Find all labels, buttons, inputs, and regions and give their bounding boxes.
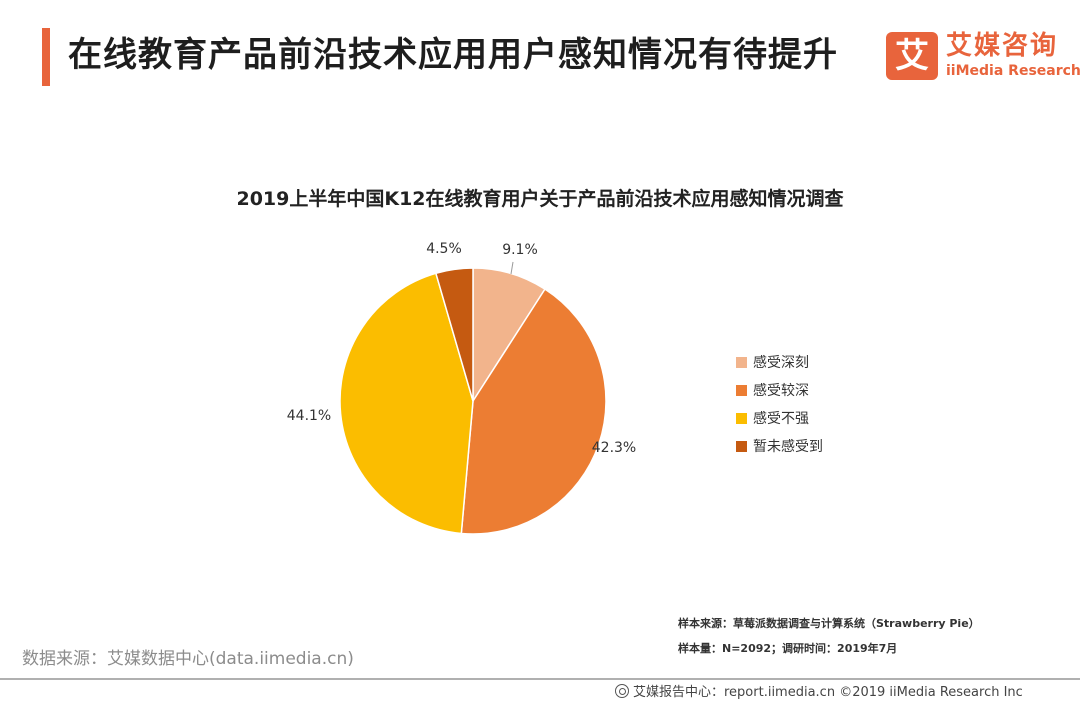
legend-label: 感受较深 — [753, 383, 809, 399]
pie-slice — [339, 272, 474, 535]
chart-title: 2019上半年中国K12在线教育用户关于产品前沿技术应用感知情况调查 — [236, 188, 844, 210]
logo-mark: 艾 — [886, 32, 938, 80]
pie-data-label: 44.1% — [287, 408, 331, 424]
pie-slice — [434, 267, 474, 402]
legend-label: 感受深刻 — [753, 355, 809, 371]
legend-swatch — [736, 440, 747, 452]
legend-item: 感受较深 — [736, 376, 823, 404]
sample-size-note: 样本量：N=2092；调研时间：2019年7月 — [678, 642, 898, 655]
legend-item: 感受不强 — [736, 404, 823, 432]
pie-data-label: 4.5% — [426, 241, 462, 257]
legend-item: 感受深刻 — [736, 348, 823, 376]
leader-line — [510, 261, 514, 275]
legend-label: 暂未感受到 — [753, 439, 823, 455]
footer-divider — [0, 678, 1080, 680]
pie-data-label: 42.3% — [592, 440, 636, 456]
legend-label: 感受不强 — [753, 411, 809, 427]
logo-name-en: iiMedia Research — [946, 63, 1080, 79]
footer: 艾媒报告中心：report.iimedia.cn ©2019 iiMedia R… — [615, 681, 1023, 700]
brand-logo: 艾 艾媒咨询 iiMedia Research — [886, 30, 1080, 86]
legend-swatch — [736, 412, 747, 424]
globe-icon — [615, 683, 629, 698]
title-accent-bar — [42, 28, 50, 86]
pie-data-label: 9.1% — [502, 242, 538, 258]
footer-text: 艾媒报告中心：report.iimedia.cn ©2019 iiMedia R… — [633, 685, 1023, 700]
data-source: 数据来源：艾媒数据中心(data.iimedia.cn) — [22, 649, 354, 669]
legend-item: 暂未感受到 — [736, 432, 823, 460]
page-title: 在线教育产品前沿技术应用用户感知情况有待提升 — [68, 35, 838, 75]
legend-swatch — [736, 356, 747, 368]
pie-slice — [460, 288, 607, 535]
chart-legend: 感受深刻 感受较深 感受不强 暂未感受到 — [736, 348, 823, 460]
legend-swatch — [736, 384, 747, 396]
logo-name-cn: 艾媒咨询 — [946, 31, 1059, 61]
sample-source-note: 样本来源：草莓派数据调查与计算系统（Strawberry Pie） — [678, 617, 980, 630]
